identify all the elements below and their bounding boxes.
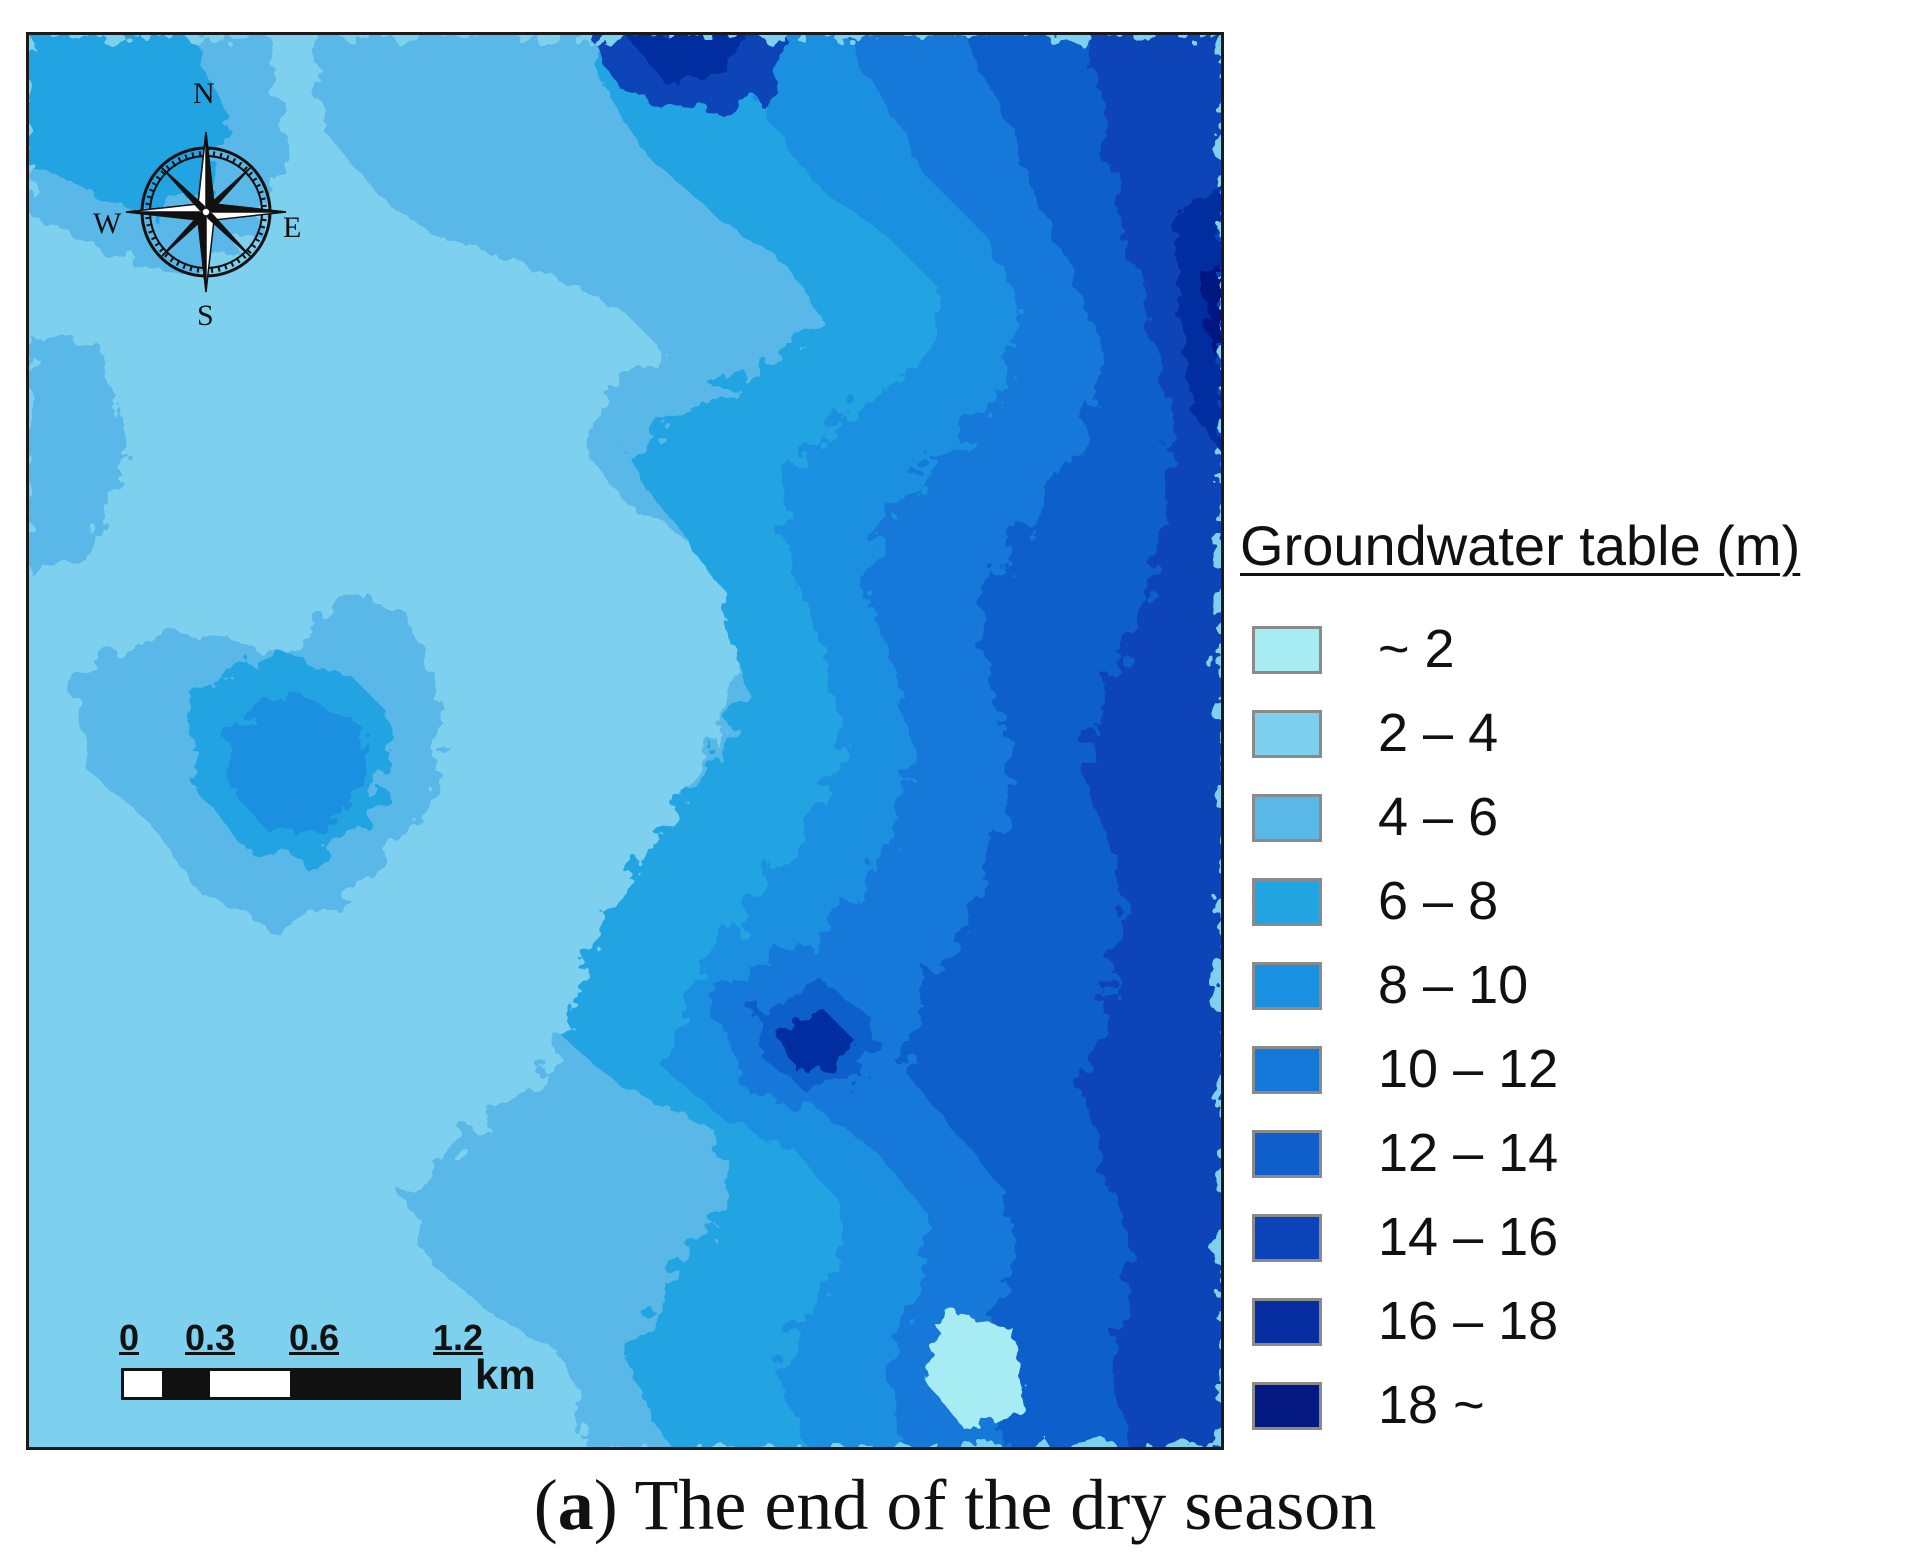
zone-16-18 <box>775 1010 855 1071</box>
zone-14-16 <box>1083 35 1221 1447</box>
groundwater-map: N W E S 0 0.3 0.6 1.2 km <box>26 32 1224 1450</box>
compass-north-label: N <box>193 77 215 110</box>
legend-label: 10 – 12 <box>1378 1039 1559 1099</box>
zone-6-8 <box>29 35 228 215</box>
legend-swatch <box>1252 794 1322 842</box>
scale-unit: km <box>475 1351 536 1398</box>
compass-west-label: W <box>93 207 122 240</box>
zone-16-18 <box>1173 184 1221 454</box>
scale-tick-label: 0 <box>119 1317 140 1358</box>
zone-4-6 <box>29 333 129 573</box>
legend-label: 6 – 8 <box>1378 871 1499 931</box>
zone-18-plus <box>1203 264 1221 364</box>
legend-item: 18 ~ <box>1252 1376 1852 1436</box>
legend-label: 2 – 4 <box>1378 703 1499 763</box>
scale-segment <box>121 1368 165 1400</box>
legend-label: 14 – 16 <box>1378 1207 1559 1267</box>
scale-bar: 0 0.3 0.6 1.2 km <box>93 1320 573 1430</box>
legend-swatch <box>1252 1130 1322 1178</box>
legend-label: 8 – 10 <box>1378 955 1529 1015</box>
legend-item: 10 – 12 <box>1252 1040 1852 1100</box>
legend-label: 18 ~ <box>1378 1375 1485 1435</box>
legend-swatch <box>1252 878 1322 926</box>
legend-label: 12 – 14 <box>1378 1123 1559 1183</box>
legend-item: 16 – 18 <box>1252 1292 1852 1352</box>
legend-swatch <box>1252 1298 1322 1346</box>
legend-item: 6 – 8 <box>1252 872 1852 932</box>
scale-segment <box>163 1368 209 1400</box>
scale-tick-label: 1.2 <box>433 1317 484 1358</box>
legend-swatch <box>1252 710 1322 758</box>
legend-label: 16 – 18 <box>1378 1291 1559 1351</box>
legend-item: ~ 2 <box>1252 620 1852 680</box>
scale-segment <box>291 1368 461 1400</box>
legend-swatch <box>1252 962 1322 1010</box>
caption-text: The end of the dry season <box>634 1465 1377 1545</box>
legend-swatch <box>1252 1046 1322 1094</box>
compass-icon <box>125 131 287 293</box>
scale-tick-label: 0.6 <box>289 1317 340 1358</box>
legend-item: 14 – 16 <box>1252 1208 1852 1268</box>
legend-label: ~ 2 <box>1378 619 1455 679</box>
legend-item: 4 – 6 <box>1252 788 1852 848</box>
legend-title: Groundwater table (m) <box>1240 514 1801 577</box>
legend-swatch <box>1252 626 1322 674</box>
figure-caption: (a) The end of the dry season <box>533 1465 1377 1545</box>
legend-item: 8 – 10 <box>1252 956 1852 1016</box>
compass-east-label: E <box>283 211 302 244</box>
scale-tick-label: 0.3 <box>185 1317 236 1358</box>
legend-swatch <box>1252 1382 1322 1430</box>
legend-label: 4 – 6 <box>1378 787 1499 847</box>
legend: Groundwater table (m) ~ 2 2 – 4 4 – 6 6 … <box>1240 514 1900 1433</box>
zone-16-18 <box>625 35 746 85</box>
scale-segment <box>207 1368 293 1400</box>
zone-8-10 <box>227 692 368 832</box>
legend-swatch <box>1252 1214 1322 1262</box>
compass-south-label: S <box>197 299 214 332</box>
legend-item: 12 – 14 <box>1252 1124 1852 1184</box>
legend-item: 2 – 4 <box>1252 704 1852 764</box>
compass-rose: N W E S <box>89 77 319 332</box>
groundwater-raster <box>29 35 1221 1447</box>
caption-panel-letter: a <box>557 1465 594 1545</box>
zone-under-2 <box>924 1309 1024 1430</box>
